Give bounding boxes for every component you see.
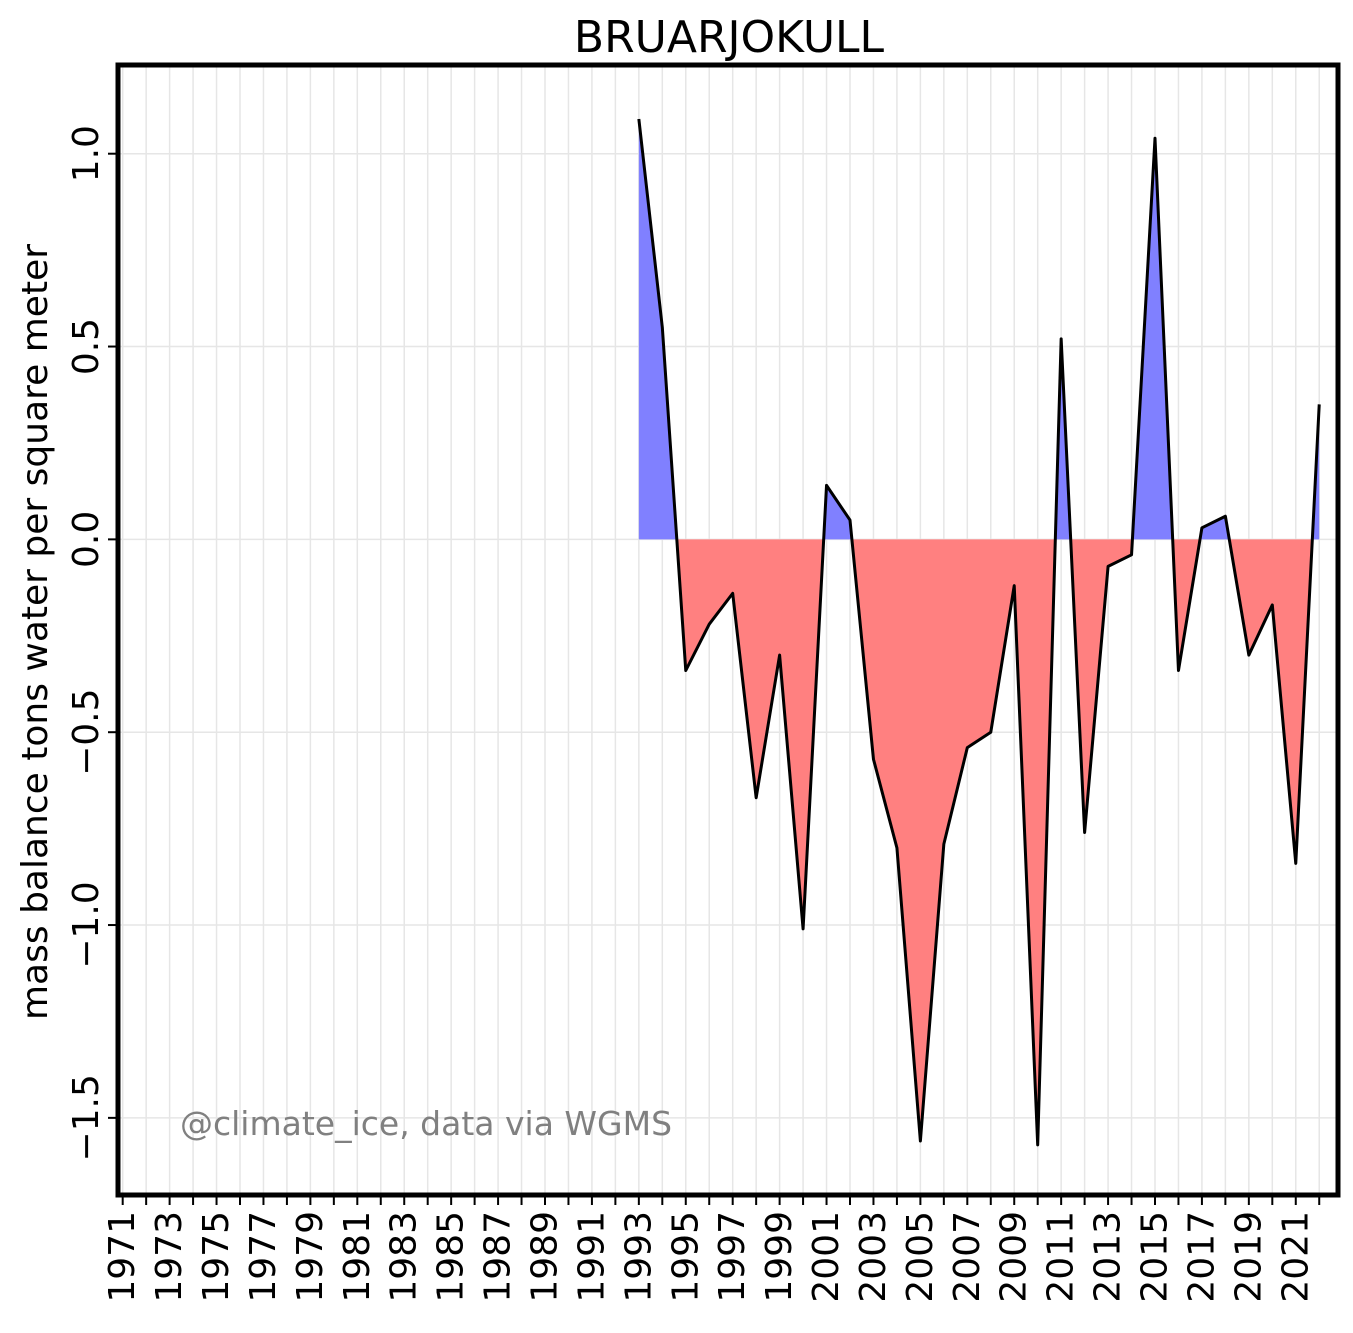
x-tick-label: 2017 [1181,1211,1222,1303]
negative-balance-area [1229,539,1313,864]
y-tick-label: −1.5 [66,1074,107,1161]
y-tick-label: −1.0 [66,881,107,968]
x-tick-label: 1989 [525,1211,566,1303]
x-tick-label: 2001 [806,1211,847,1303]
x-tick-label: 1985 [431,1211,472,1303]
x-tick-label: 1991 [571,1211,612,1303]
x-tick-label: 2013 [1088,1211,1129,1303]
x-axis-ticks: 1971 1973 1975 1977 1979 1981 1983 1985 1987 1989… [102,1195,1321,1303]
y-tick-label: 0.0 [66,511,107,568]
positive-balance-area [1200,516,1230,540]
x-tick-label: 1999 [759,1211,800,1303]
x-tick-label: 2021 [1275,1211,1316,1303]
area-fills [638,118,1320,1145]
x-tick-label: 2015 [1135,1211,1176,1303]
positive-balance-area [638,118,677,540]
plot-frame [115,62,1341,1198]
x-tick-label: 1993 [618,1211,659,1303]
x-tick-label: 2009 [994,1211,1035,1303]
x-tick-label: 2007 [947,1211,988,1303]
x-tick-label: 2005 [900,1211,941,1303]
y-axis-label: mass balance tons water per square meter [15,244,56,1020]
positive-balance-area [823,485,852,540]
y-tick-label: 1.0 [66,125,107,182]
x-tick-label: 1987 [478,1211,519,1303]
x-tick-label: 1981 [337,1211,378,1303]
x-tick-label: 2003 [853,1211,894,1303]
x-tick-label: 2019 [1228,1211,1269,1303]
x-tick-label: 1995 [665,1211,706,1303]
negative-balance-area [1070,539,1133,833]
y-tick-label: −0.5 [66,688,107,775]
x-tick-label: 1997 [712,1211,753,1303]
x-tick-label: 1973 [149,1211,190,1303]
credit-annotation: @climate_ice, data via WGMS [180,1104,672,1143]
y-tick-label: 0.5 [66,318,107,375]
x-tick-label: 2011 [1041,1211,1082,1303]
series-line [637,118,1321,1147]
chart-title: BRUARJOKULL [574,12,885,63]
y-axis-ticks: −1.5 −1.0 −0.5 0.0 0.5 1.0 [66,125,118,1162]
negative-balance-area [851,539,1056,1145]
positive-balance-area [1132,138,1173,540]
x-tick-label: 1979 [290,1211,331,1303]
x-tick-label: 1975 [196,1211,237,1303]
series-line-group [637,118,1321,1147]
x-tick-label: 1971 [102,1211,143,1303]
x-tick-label: 1977 [243,1211,284,1303]
x-tick-label: 1983 [384,1211,425,1303]
